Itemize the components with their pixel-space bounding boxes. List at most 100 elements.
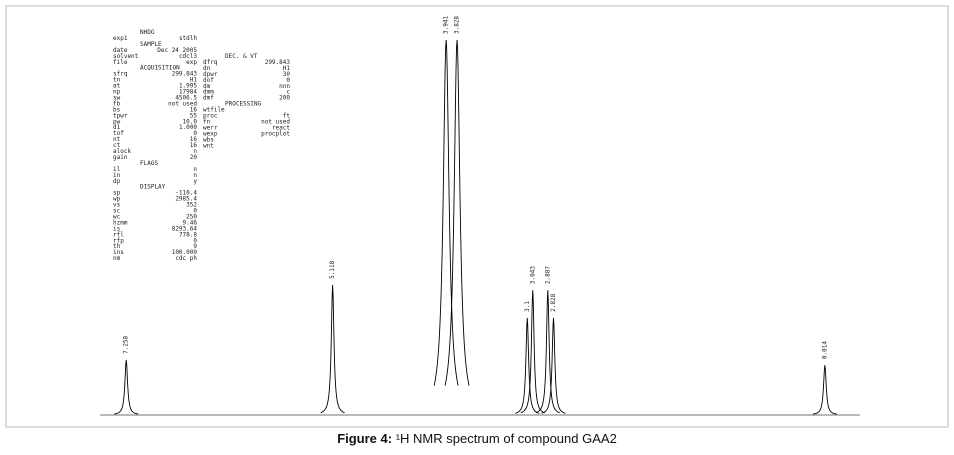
param-value: ft: [283, 113, 291, 120]
param-value: 0: [193, 130, 197, 137]
param-heading: DISPLAY: [140, 184, 166, 191]
peak: [520, 290, 545, 414]
param-key: werr: [203, 124, 218, 131]
peak: [812, 365, 837, 415]
param-value: 352: [186, 202, 197, 209]
peak: [320, 284, 345, 414]
param-value: procplot: [261, 130, 290, 137]
peak-label: 3.043: [529, 266, 536, 284]
param-value: 55: [190, 112, 198, 119]
param-value: 1.995: [179, 83, 197, 90]
param-key: fn: [203, 118, 211, 125]
peak: [535, 290, 560, 414]
param-key: wnt: [203, 142, 214, 149]
peak-label: 3.828: [454, 16, 461, 34]
param-value: y: [193, 178, 197, 185]
param-value: 16: [190, 136, 198, 143]
param-key: wbs: [203, 136, 214, 143]
peak: [541, 317, 566, 414]
param-value: react: [272, 124, 290, 131]
peak: [114, 359, 139, 415]
frame: [5, 5, 949, 428]
param-value: 200: [279, 95, 290, 102]
param-key: wp: [113, 196, 121, 203]
param-key: wc: [113, 213, 121, 220]
param-heading: FLAGS: [140, 160, 158, 167]
param-key: il: [113, 166, 121, 173]
param-key: hzmm: [113, 219, 128, 226]
param-key: at: [113, 83, 121, 90]
param-key: exp1: [113, 35, 128, 42]
param-key: dfrq: [203, 59, 218, 66]
param-heading: SAMPLE: [140, 41, 162, 48]
param-value: cdcl3: [179, 53, 197, 60]
param-key: th: [113, 243, 121, 250]
param-key: date: [113, 47, 128, 54]
param-key: proc: [203, 113, 218, 120]
param-key: nm: [113, 255, 121, 262]
param-key: rfl: [113, 231, 124, 238]
param-value: 299.843: [265, 59, 291, 66]
param-key: sw: [113, 94, 121, 101]
param-key: tpwr: [113, 112, 128, 119]
param-value: n: [193, 166, 197, 173]
param-value: cdc ph: [175, 255, 197, 262]
chart: 7.258 5.118 3.941 3.828 3.1 3.043 2.887 2.828 0.…: [5, 5, 949, 428]
param-value: 17984: [179, 89, 197, 96]
param-value: not used: [168, 100, 197, 107]
caption-text: ¹H NMR spectrum of compound GAA2: [395, 431, 617, 446]
param-value: 778.8: [179, 231, 197, 238]
param-value: 16: [190, 106, 198, 113]
param-value: H1: [283, 65, 291, 72]
param-value: n: [193, 172, 197, 179]
param-heading: PROCESSING: [225, 101, 262, 108]
param-value: 299.843: [172, 71, 198, 78]
param-value: -110.4: [175, 190, 197, 197]
param-value: 4506.5: [175, 94, 197, 101]
peak-label: 5.118: [329, 260, 336, 278]
param-key: nt: [113, 136, 121, 143]
param-key: alock: [113, 148, 131, 155]
param-value: 0: [286, 77, 290, 84]
peak: [444, 39, 470, 386]
param-value: 1.000: [179, 124, 197, 131]
param-value: c: [286, 89, 290, 96]
param-key: dmm: [203, 89, 214, 96]
param-value: 20: [190, 154, 198, 161]
param-value: 100.000: [172, 249, 198, 256]
param-key: vs: [113, 202, 121, 209]
param-value: 9: [193, 243, 197, 250]
param-key: is: [113, 225, 121, 232]
param-key: sfrq: [113, 71, 128, 78]
peak-label: 3.1: [524, 301, 531, 312]
param-key: dpwr: [203, 71, 218, 78]
param-key: rfp: [113, 237, 124, 244]
param-key: d1: [113, 124, 121, 131]
peak-label: 3.941: [443, 16, 450, 34]
param-key: tof: [113, 130, 124, 137]
param-value: exp: [186, 59, 197, 66]
param-key: sc: [113, 208, 121, 215]
param-key: solvent: [113, 53, 139, 60]
peak-label: 0.014: [821, 341, 828, 359]
param-heading: ACQUISITION: [140, 65, 180, 72]
param-value: 16: [190, 142, 198, 149]
param-value: stdlh: [179, 35, 197, 42]
peak-label: 7.258: [123, 335, 130, 353]
param-value: Dec 24 2005: [157, 47, 197, 54]
caption: Figure 4: ¹H NMR spectrum of compound GA…: [0, 431, 954, 446]
param-value: 30: [283, 71, 291, 78]
param-value: 250: [186, 213, 197, 220]
param-key: tn: [113, 77, 121, 84]
param-key: fb: [113, 100, 121, 107]
param-value: 2985.4: [175, 196, 197, 203]
param-heading: DEC. & VT: [225, 53, 258, 60]
param-key: ct: [113, 142, 121, 149]
peak: [515, 317, 540, 414]
param-key: np: [113, 89, 121, 96]
param-key: in: [113, 172, 121, 179]
param-heading: NHDG: [140, 29, 155, 36]
caption-label: Figure 4:: [337, 431, 393, 446]
param-value: 10.0: [183, 118, 198, 125]
